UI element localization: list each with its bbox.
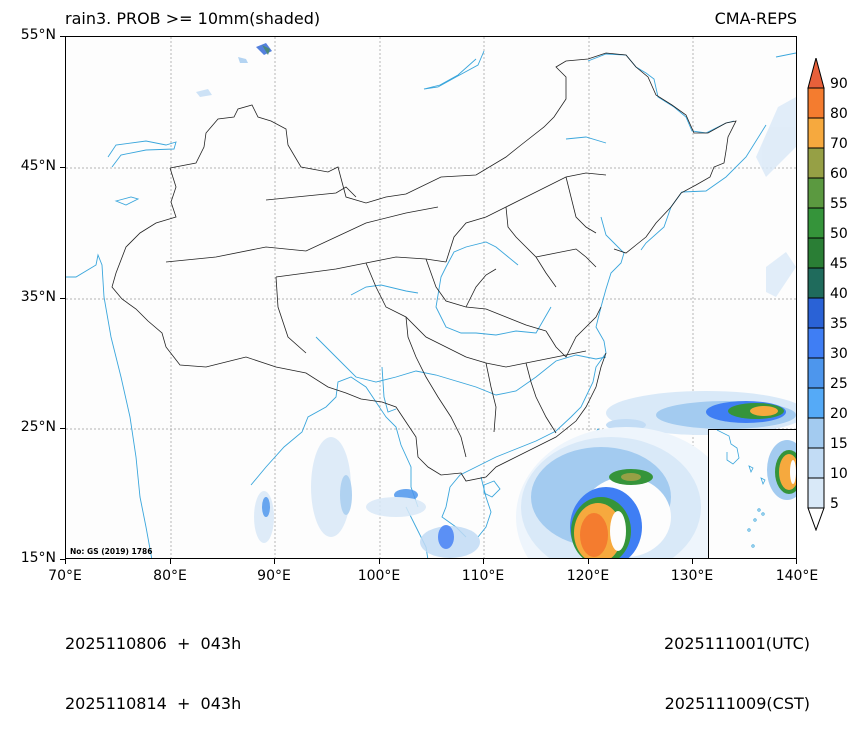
valid-time-block: 2025111001(UTC) 2025111009(CST) <box>664 594 810 734</box>
init-time-cst: 2025110814 + 043h <box>65 694 242 713</box>
x-tickmark <box>692 559 693 564</box>
y-tick-label: 45°N <box>20 158 56 174</box>
gridlines <box>66 37 796 558</box>
colorbar-label: 30 <box>830 346 848 362</box>
init-time-block: 2025110806 + 043h 2025110814 + 043h <box>65 594 241 734</box>
x-tickmark <box>274 559 275 564</box>
colorbar-label: 80 <box>830 106 848 122</box>
map-layers <box>66 37 796 558</box>
x-tickmark <box>483 559 484 564</box>
valid-time-utc: 2025111001(UTC) <box>664 634 810 653</box>
y-tickmark <box>60 298 65 299</box>
colorbar-label: 10 <box>830 466 848 482</box>
colorbar-label: 90 <box>830 76 848 92</box>
colorbar-label: 40 <box>830 286 848 302</box>
x-tick-label: 70°E <box>48 568 82 584</box>
colorbar-label: 60 <box>830 166 848 182</box>
colorbar-label: 55 <box>830 196 848 212</box>
y-tickmark <box>60 428 65 429</box>
x-tickmark <box>65 559 66 564</box>
precip-northeast-light <box>196 43 796 297</box>
colorbar-label: 70 <box>830 136 848 152</box>
x-tick-label: 140°E <box>775 568 819 584</box>
colorbar-label: 45 <box>830 256 848 272</box>
map-review-number: No: GS (2019) 1786 <box>70 547 153 556</box>
y-tick-label: 25°N <box>20 419 56 435</box>
x-tick-label: 110°E <box>461 568 505 584</box>
colorbar-label: 20 <box>830 406 848 422</box>
precip-typhoon <box>516 427 736 558</box>
x-tickmark <box>379 559 380 564</box>
coastlines-rivers <box>66 50 796 558</box>
colorbar-label: 50 <box>830 226 848 242</box>
x-tickmark <box>170 559 171 564</box>
admin-boundaries <box>111 52 737 482</box>
y-tick-label: 55°N <box>20 27 56 43</box>
y-tickmark <box>60 167 65 168</box>
x-tick-label: 130°E <box>670 568 714 584</box>
colorbar-label: 5 <box>830 496 839 512</box>
colorbar-label: 35 <box>830 316 848 332</box>
inset-map <box>716 430 796 548</box>
south-china-sea-inset <box>708 429 796 558</box>
valid-time-cst: 2025111009(CST) <box>664 694 810 713</box>
y-tickmark <box>60 36 65 37</box>
x-tick-label: 120°E <box>566 568 610 584</box>
map-plot-area: No: GS (2019) 1786 <box>65 36 797 559</box>
x-tick-label: 90°E <box>257 568 291 584</box>
chart-title: rain3. PROB >= 10mm(shaded) <box>65 9 321 28</box>
x-tick-label: 80°E <box>153 568 187 584</box>
y-tick-label: 15°N <box>20 550 56 566</box>
precip-band-east-taiwan <box>606 391 796 435</box>
colorbar <box>807 58 825 531</box>
y-tick-label: 35°N <box>20 289 56 305</box>
colorbar-label: 25 <box>830 376 848 392</box>
x-tick-label: 100°E <box>357 568 401 584</box>
init-time-utc: 2025110806 + 043h <box>65 634 242 653</box>
x-tickmark <box>588 559 589 564</box>
precip-southwest <box>254 437 480 558</box>
x-tickmark <box>796 559 797 564</box>
model-name: CMA-REPS <box>714 9 797 28</box>
y-tickmark <box>60 559 65 560</box>
colorbar-label: 15 <box>830 436 848 452</box>
